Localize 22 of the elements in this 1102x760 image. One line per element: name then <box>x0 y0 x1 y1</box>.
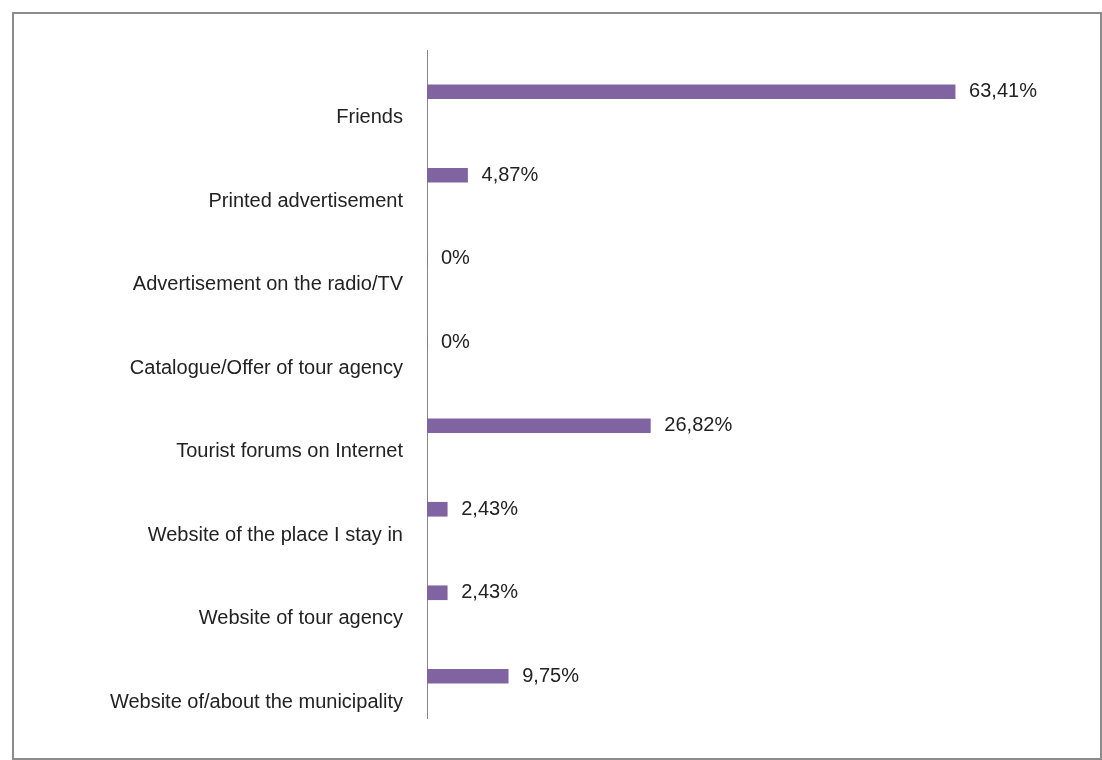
data-label: 0% <box>441 246 471 269</box>
y-tick-label: Website of tour agency <box>198 606 403 629</box>
y-tick-label: Tourist forums on Internet <box>176 439 404 462</box>
y-tick-label: Friends <box>336 105 403 128</box>
bar <box>427 668 509 684</box>
bar <box>427 585 448 601</box>
bar <box>427 167 468 183</box>
y-tick-label: Printed advertisement <box>208 188 404 211</box>
data-label: 26,82% <box>664 413 733 436</box>
bar <box>427 418 651 434</box>
bar <box>427 501 448 517</box>
data-label: 2,43% <box>461 580 519 603</box>
data-label: 0% <box>441 329 471 352</box>
y-tick-label: Website of/about the municipality <box>109 689 403 712</box>
y-tick-label: Catalogue/Offer of tour agency <box>129 355 403 378</box>
data-label: 63,41% <box>969 79 1038 102</box>
data-label: 9,75% <box>522 663 580 686</box>
data-label: 4,87% <box>481 162 539 185</box>
y-tick-label: Website of the place I stay in <box>147 522 403 545</box>
data-label: 2,43% <box>461 496 519 519</box>
bar <box>427 84 956 100</box>
y-tick-label: Advertisement on the radio/TV <box>132 272 404 295</box>
